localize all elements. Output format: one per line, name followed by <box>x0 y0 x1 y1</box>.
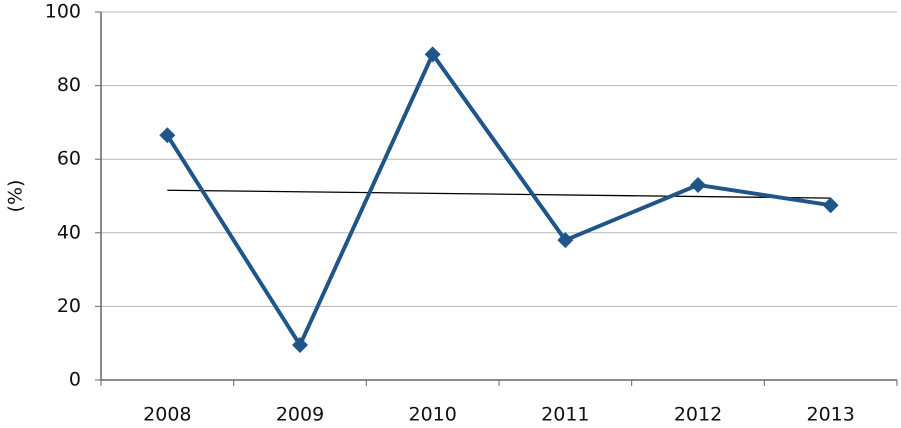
marker <box>557 232 574 249</box>
x-tick-label: 2008 <box>143 404 191 426</box>
x-tick-label: 2013 <box>806 404 854 426</box>
marker <box>424 46 441 63</box>
y-tick-label: 20 <box>57 295 81 317</box>
y-axis-label: (%) <box>5 180 27 213</box>
y-tick-label: 60 <box>57 148 81 170</box>
trendline <box>167 189 831 199</box>
x-tick-label: 2009 <box>276 404 324 426</box>
y-tick-label: 80 <box>57 74 81 96</box>
x-tick-label: 2011 <box>541 404 589 426</box>
y-tick-label: 100 <box>45 1 81 23</box>
marker <box>159 127 176 144</box>
y-tick-label: 0 <box>69 369 81 391</box>
y-tick-label: 40 <box>57 221 81 243</box>
x-tick-label: 2010 <box>408 404 456 426</box>
series-line <box>165 52 831 348</box>
marker <box>292 337 308 354</box>
marker <box>690 176 706 193</box>
x-tick-label: 2012 <box>674 404 722 426</box>
marker <box>822 197 839 214</box>
